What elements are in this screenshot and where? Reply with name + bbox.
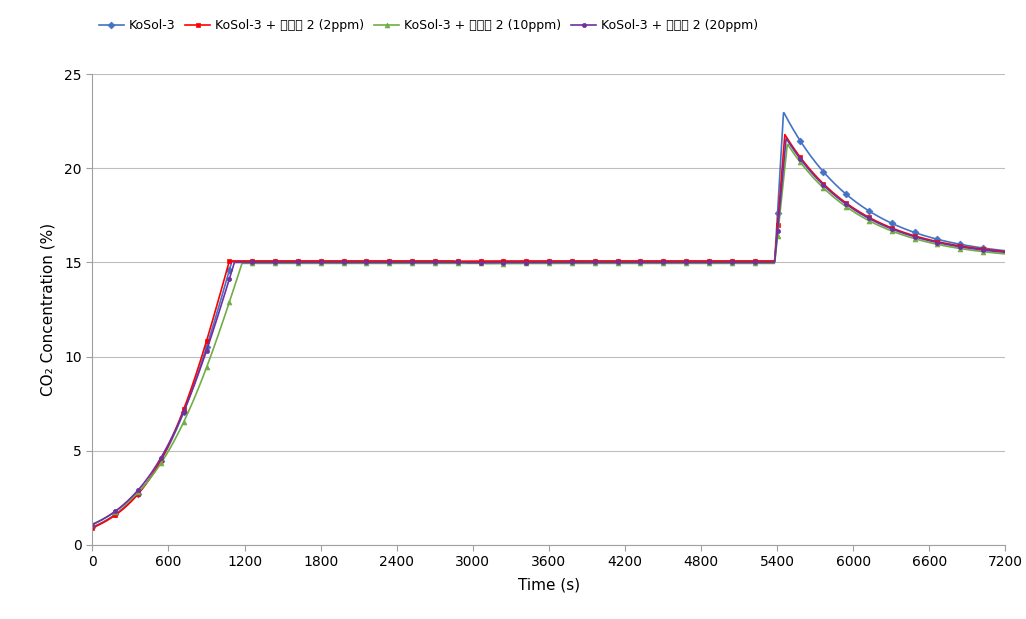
- KoSol-3: [132, 489, 145, 496]
- KoSol-3: [506, 258, 518, 266]
- KoSol-3: [530, 258, 543, 266]
- KoSol-3 + 소포제 2 (20ppm): [973, 246, 985, 253]
- X-axis label: Time (s): Time (s): [518, 578, 580, 592]
- KoSol-3 + 소포제 2 (20ppm): [974, 246, 986, 253]
- KoSol-3 + 소포제 2 (20ppm): [86, 521, 98, 528]
- KoSol-3 + 소포제 2 (20ppm): [780, 135, 792, 142]
- KoSol-3 + 소포제 2 (2ppm): [805, 168, 818, 175]
- KoSol-3 + 소포제 2 (20ppm): [530, 259, 543, 266]
- Line: KoSol-3 + 소포제 2 (2ppm): KoSol-3 + 소포제 2 (2ppm): [90, 132, 1008, 530]
- KoSol-3 + 소포제 2 (10ppm): [530, 260, 543, 267]
- KoSol-3: [974, 244, 986, 251]
- KoSol-3 + 소포제 2 (10ppm): [973, 248, 985, 255]
- KoSol-3: [778, 109, 790, 116]
- KoSol-3 + 소포제 2 (10ppm): [999, 250, 1012, 258]
- Line: KoSol-3 + 소포제 2 (10ppm): KoSol-3 + 소포제 2 (10ppm): [90, 142, 1008, 527]
- KoSol-3 + 소포제 2 (20ppm): [805, 169, 818, 176]
- KoSol-3 + 소포제 2 (2ppm): [973, 245, 985, 253]
- KoSol-3 + 소포제 2 (2ppm): [132, 489, 145, 496]
- KoSol-3: [999, 247, 1012, 254]
- KoSol-3 + 소포제 2 (10ppm): [506, 260, 518, 267]
- KoSol-3 + 소포제 2 (10ppm): [782, 141, 794, 148]
- KoSol-3 + 소포제 2 (20ppm): [132, 485, 145, 493]
- KoSol-3 + 소포제 2 (2ppm): [506, 258, 518, 265]
- KoSol-3 + 소포제 2 (2ppm): [779, 131, 791, 138]
- KoSol-3 + 소포제 2 (2ppm): [530, 258, 543, 265]
- KoSol-3 + 소포제 2 (20ppm): [999, 249, 1012, 256]
- KoSol-3 + 소포제 2 (10ppm): [974, 248, 986, 255]
- KoSol-3 + 소포제 2 (10ppm): [86, 521, 98, 528]
- Line: KoSol-3 + 소포제 2 (20ppm): KoSol-3 + 소포제 2 (20ppm): [90, 136, 1008, 527]
- KoSol-3 + 소포제 2 (20ppm): [506, 259, 518, 266]
- KoSol-3 + 소포제 2 (2ppm): [974, 245, 986, 253]
- KoSol-3 + 소포제 2 (2ppm): [86, 524, 98, 532]
- KoSol-3: [805, 154, 818, 161]
- KoSol-3 + 소포제 2 (2ppm): [999, 248, 1012, 255]
- KoSol-3: [973, 244, 985, 251]
- KoSol-3 + 소포제 2 (10ppm): [132, 488, 145, 495]
- Legend: KoSol-3, KoSol-3 + 소포제 2 (2ppm), KoSol-3 + 소포제 2 (10ppm), KoSol-3 + 소포제 2 (20ppm: KoSol-3, KoSol-3 + 소포제 2 (2ppm), KoSol-3…: [98, 19, 758, 32]
- KoSol-3 + 소포제 2 (10ppm): [805, 172, 818, 180]
- Y-axis label: CO₂ Concentration (%): CO₂ Concentration (%): [41, 223, 56, 396]
- KoSol-3: [86, 524, 98, 531]
- Line: KoSol-3: KoSol-3: [90, 110, 1008, 529]
